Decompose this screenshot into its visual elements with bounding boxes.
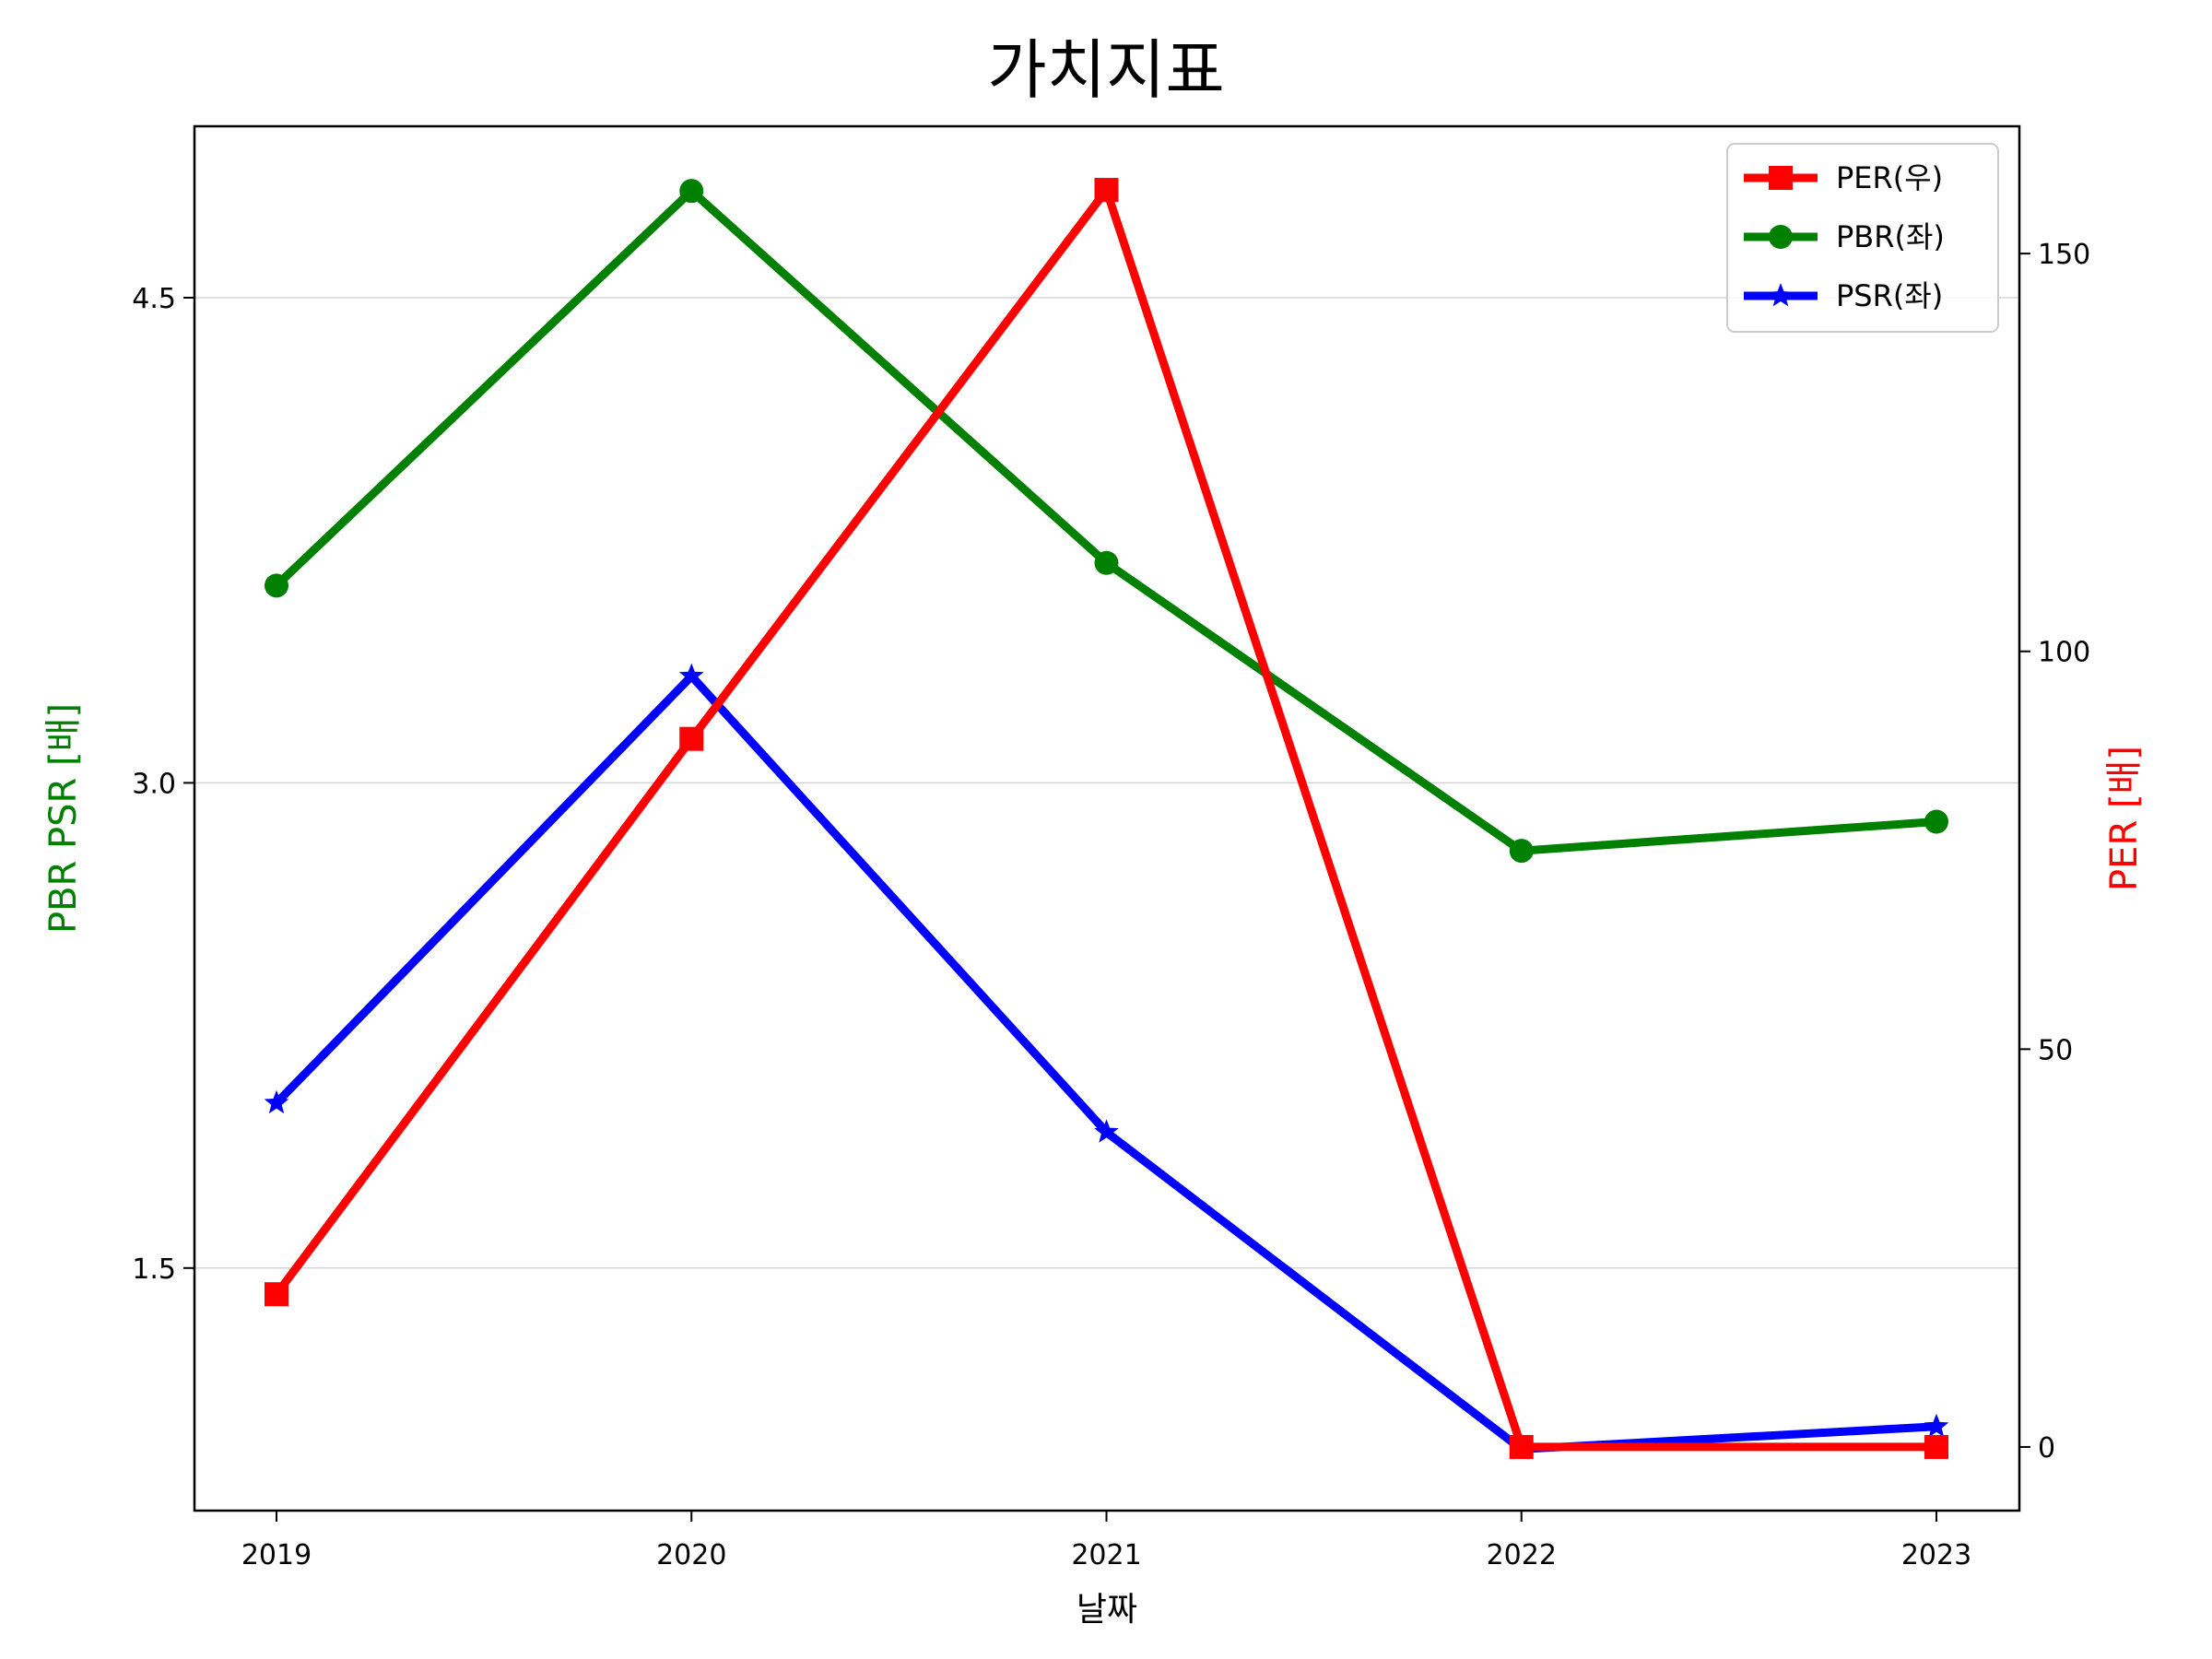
- right-tick-label-100: 100: [2038, 637, 2090, 669]
- point-PSR(좌)-2023: [1924, 1413, 1949, 1438]
- point-PBR(좌)-2023: [1924, 809, 1948, 834]
- chart-title: 가치지표: [987, 32, 1225, 108]
- left-tick-label-1.5: 1.5: [132, 1253, 176, 1286]
- point-PSR(좌)-2020: [678, 663, 704, 687]
- series-layer: [264, 178, 1949, 1460]
- legend-label-PSR(좌): PSR(좌): [1836, 278, 1943, 313]
- series-PER(우): [265, 178, 1948, 1459]
- left-tick-label-4.5: 4.5: [132, 283, 176, 315]
- point-PSR(좌)-2021: [1094, 1119, 1119, 1143]
- x-tick-label-2021: 2021: [1071, 1539, 1141, 1571]
- right-tick-label-0: 0: [2038, 1432, 2055, 1465]
- point-PBR(좌)-2022: [1509, 839, 1534, 864]
- x-tick-label-2020: 2020: [656, 1539, 726, 1571]
- legend-marker-PSR(좌): [1768, 283, 1794, 307]
- right-axis-ticks: 0 50 100 150: [2019, 239, 2090, 1465]
- point-PER(우)-2019: [265, 1282, 288, 1307]
- point-PBR(좌)-2020: [679, 179, 704, 204]
- x-tick-label-2019: 2019: [241, 1539, 312, 1571]
- legend-marker-PER(우): [1769, 166, 1793, 190]
- grid-lines: [194, 297, 2019, 1269]
- series-PBR(좌): [265, 179, 1948, 864]
- point-PER(우)-2021: [1094, 178, 1119, 203]
- legend: PER(우) PBR(좌) PSR(좌): [1726, 143, 1999, 333]
- legend-entry-PBR(좌): PBR(좌): [1744, 219, 1945, 254]
- legend-marker-PBR(좌): [1769, 225, 1793, 249]
- legend-box: [1726, 143, 1999, 333]
- right-tick-label-50: 50: [2038, 1034, 2073, 1066]
- left-axis-ticks: 1.5 3.0 4.5: [132, 283, 194, 1286]
- x-tick-label-2023: 2023: [1901, 1539, 1971, 1571]
- right-y-axis-label: PER [배]: [2103, 746, 2146, 891]
- x-axis-ticks: 2019 2020 2021 2022 2023: [241, 1511, 1971, 1571]
- legend-entry-PER(우): PER(우): [1744, 160, 1943, 195]
- point-PER(우)-2023: [1924, 1434, 1948, 1459]
- legend-label-PER(우): PER(우): [1836, 160, 1943, 195]
- x-axis-label: 날짜: [1077, 1591, 1137, 1629]
- x-tick-label-2022: 2022: [1487, 1539, 1557, 1571]
- legend-label-PBR(좌): PBR(좌): [1836, 219, 1945, 254]
- point-PER(우)-2020: [679, 726, 704, 751]
- legend-entry-PSR(좌): PSR(좌): [1744, 278, 1943, 313]
- right-tick-label-150: 150: [2038, 239, 2090, 271]
- point-PBR(좌)-2019: [265, 573, 288, 598]
- left-y-axis-label: PBR PSR [배]: [42, 703, 85, 934]
- left-tick-label-3.0: 3.0: [132, 768, 176, 800]
- point-PSR(좌)-2019: [264, 1089, 289, 1114]
- point-PBR(좌)-2021: [1094, 550, 1119, 575]
- point-PER(우)-2022: [1509, 1434, 1534, 1459]
